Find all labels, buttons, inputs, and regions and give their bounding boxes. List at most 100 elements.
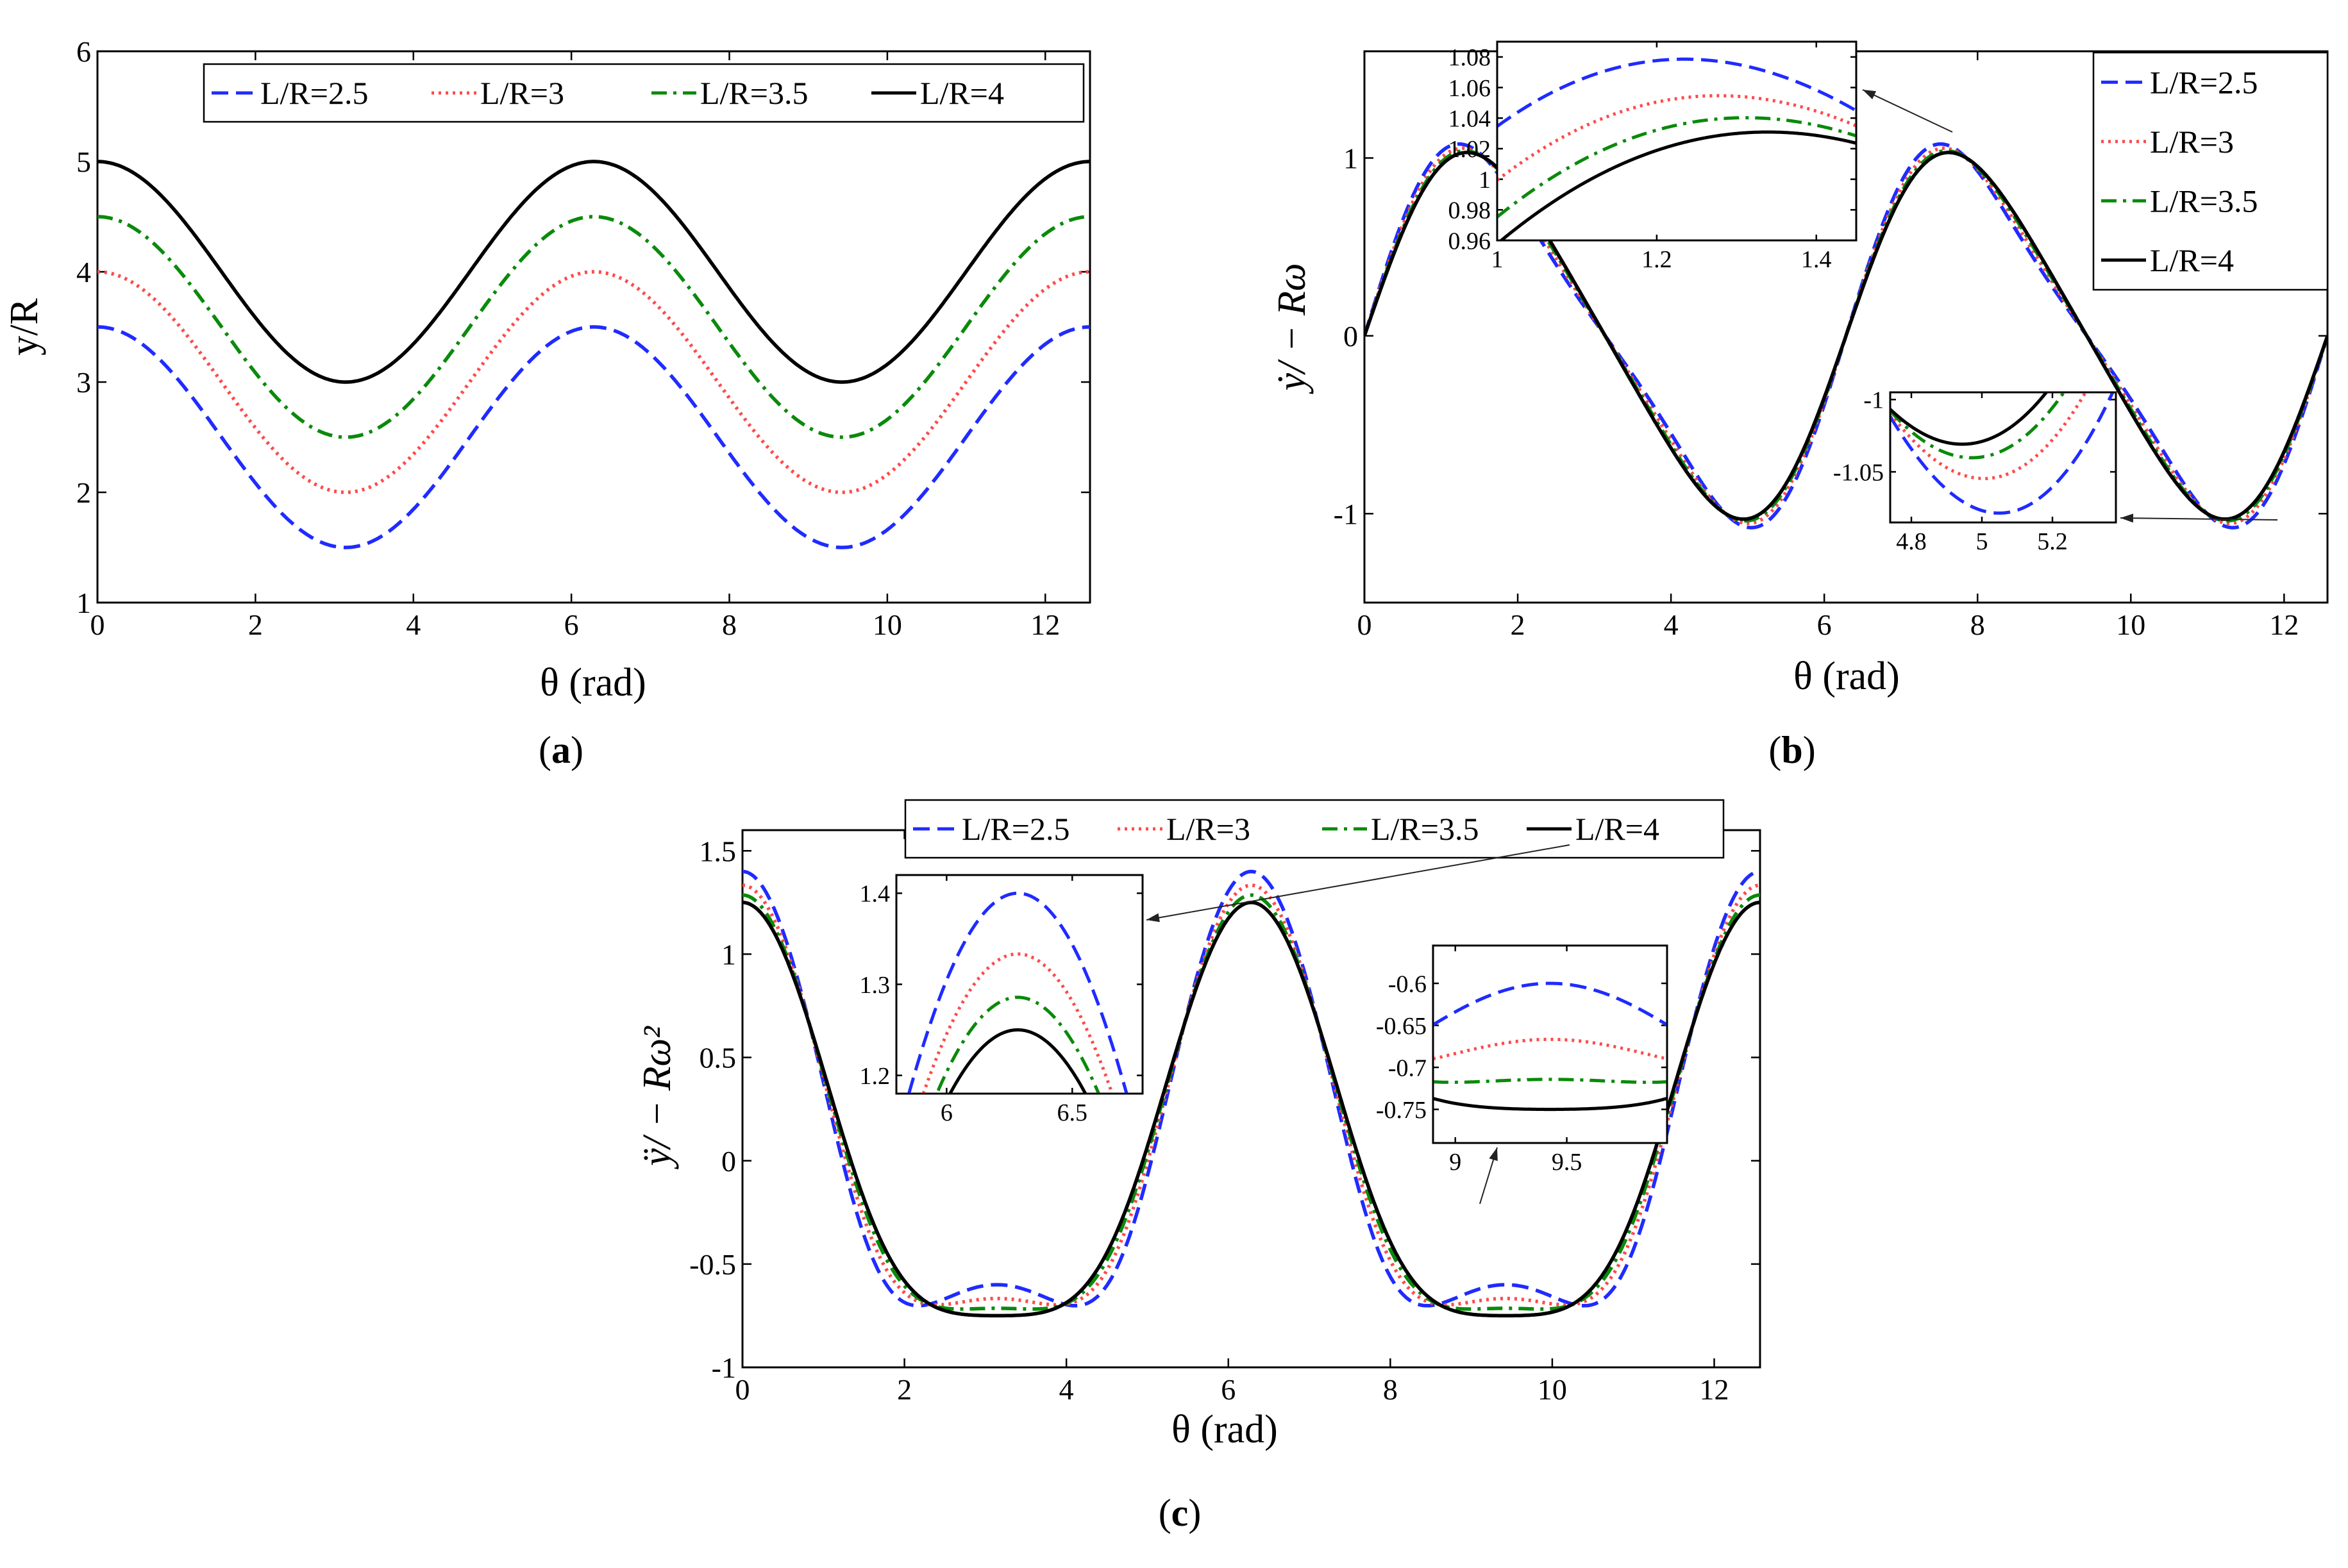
series-line-3 bbox=[1433, 1037, 1667, 1061]
chart-a-xtick-label: 12 bbox=[1030, 608, 1060, 641]
series-line-2.5 bbox=[742, 869, 1760, 1308]
inset-b-arrowhead bbox=[1863, 90, 1877, 99]
inset-c-arrowhead bbox=[1489, 1147, 1498, 1162]
series-line-3.5 bbox=[97, 215, 1090, 439]
inset-c-ytick-label: -0.75 bbox=[1376, 1097, 1427, 1124]
inset-c-xtick-label: 6.5 bbox=[1057, 1099, 1088, 1126]
chart-a-xtick-label: 10 bbox=[873, 608, 902, 641]
series-line-4 bbox=[97, 160, 1090, 384]
panel-letter: a bbox=[551, 729, 571, 771]
inset-c-xtick-label: 6 bbox=[941, 1099, 953, 1126]
chart-c: 0 2 4 6 8 10 12 -1 -0.5 0 0.5 1 1.5 L/R=2.5 L/R=3 L/R=3… bbox=[635, 799, 1761, 1534]
legend-label: L/R=4 bbox=[1575, 811, 1659, 847]
chart-c-ytick-label: 0.5 bbox=[700, 1042, 737, 1074]
series-line-3.5 bbox=[742, 893, 1760, 1311]
series-line-3 bbox=[921, 952, 1114, 1094]
chart-a-ytick-label: 2 bbox=[76, 476, 91, 509]
inset-b-series-group bbox=[1497, 57, 1856, 240]
legend-label: L/R=3.5 bbox=[1371, 811, 1479, 847]
series-line-3 bbox=[97, 270, 1090, 494]
y-axis-label: y/R bbox=[3, 298, 46, 356]
x-axis-label: θ (rad) bbox=[540, 661, 646, 705]
panel-letter: b bbox=[1781, 729, 1802, 771]
inset-b-xtick-label: 1.2 bbox=[1641, 246, 1672, 273]
panel-paren-close: ) bbox=[571, 729, 583, 771]
legend-label: L/R=3 bbox=[2150, 124, 2234, 160]
chart-b: 0 2 4 6 8 10 12 -1 0 1 L/R=2.5 L/R=3 L/R=3.5 L/R=4 θ (… bbox=[1270, 40, 2329, 771]
chart-a-xtick-label: 4 bbox=[406, 608, 421, 641]
legend-label: L/R=2.5 bbox=[962, 811, 1069, 847]
legend-label: L/R=4 bbox=[2150, 242, 2234, 278]
inset-frame bbox=[1432, 944, 1668, 1144]
chart-c-xtick-label: 6 bbox=[1221, 1373, 1236, 1406]
series-line-4 bbox=[948, 1028, 1087, 1094]
chart-b-xtick-label: 2 bbox=[1511, 608, 1525, 641]
series-line-4 bbox=[1498, 130, 1856, 240]
chart-a-ytick-label: 5 bbox=[76, 146, 91, 178]
inset-frame bbox=[1889, 391, 2117, 524]
chart-c-xtick-label: 10 bbox=[1538, 1373, 1567, 1406]
chart-c-series-group bbox=[742, 869, 1760, 1318]
legend-label: L/R=2.5 bbox=[260, 75, 368, 111]
series-line-3.5 bbox=[935, 996, 1101, 1094]
series-line-2.5 bbox=[1497, 57, 1856, 128]
chart-a-xtick-label: 0 bbox=[90, 608, 105, 641]
inset-b-xtick-label: 5 bbox=[1976, 528, 1988, 555]
inset-b-series-group bbox=[1890, 392, 2115, 515]
chart-a-ytick-label: 6 bbox=[76, 35, 91, 68]
chart-c-ytick-label: -0.5 bbox=[689, 1248, 736, 1281]
series-line-3.5 bbox=[1890, 392, 2066, 460]
chart-b-ytick-label: 0 bbox=[1343, 320, 1358, 353]
inset-c-callout-arrow bbox=[1146, 844, 1570, 921]
chart-b-ytick-label: 1 bbox=[1343, 142, 1358, 175]
inset-b-ytick-label: -1 bbox=[1863, 387, 1884, 414]
legend-label: L/R=4 bbox=[920, 75, 1004, 111]
inset-frame bbox=[895, 874, 1144, 1095]
chart-a-series-group bbox=[97, 160, 1090, 549]
chart-c-xtick-label: 4 bbox=[1059, 1373, 1074, 1406]
panel-paren-open: ( bbox=[539, 729, 551, 771]
series-line-4 bbox=[1890, 392, 2049, 446]
inset-c-series-group bbox=[1433, 981, 1667, 1112]
inset-c-ytick-label: -0.6 bbox=[1388, 971, 1427, 997]
inset-frame bbox=[1496, 40, 1857, 242]
chart-b-xtick-label: 8 bbox=[1970, 608, 1985, 641]
inset-c-axes-box bbox=[1432, 944, 1668, 1144]
inset-b-arrowhead bbox=[2120, 513, 2134, 523]
inset-b-xtick-label: 1.4 bbox=[1801, 246, 1832, 273]
inset-b-ytick-label: 1.02 bbox=[1448, 136, 1491, 163]
chart-a-xtick-label: 8 bbox=[722, 608, 737, 641]
inset-c-xtick-label: 9 bbox=[1449, 1149, 1461, 1176]
chart-b-ytick-label: -1 bbox=[1334, 497, 1358, 530]
inset-b-ytick-label: 1.06 bbox=[1448, 75, 1491, 102]
y-axis-label: ÿ/ − Rω² bbox=[635, 1026, 679, 1170]
inset-c-1: 6 6.5 1.2 1.3 1.4 bbox=[860, 844, 1570, 1126]
chart-c-xtick-label: 8 bbox=[1383, 1373, 1398, 1406]
series-line-2.5 bbox=[1433, 981, 1667, 1026]
chart-c-ytick-label: -1 bbox=[712, 1351, 736, 1384]
series-line-4 bbox=[742, 901, 1760, 1318]
inset-b-ytick-label: -1.05 bbox=[1833, 459, 1884, 486]
inset-b-ytick-label: 0.98 bbox=[1448, 197, 1491, 224]
inset-c-ytick-label: 1.2 bbox=[860, 1063, 891, 1090]
chart-a-ytick-label: 4 bbox=[76, 256, 91, 288]
chart-c-xtick-label: 0 bbox=[735, 1373, 750, 1406]
inset-b-axes-box bbox=[1496, 40, 1857, 242]
panel-paren-close: ) bbox=[1188, 1492, 1201, 1534]
panel-paren-open: ( bbox=[1159, 1492, 1171, 1534]
inset-b-ytick-label: 0.96 bbox=[1448, 228, 1491, 254]
chart-c-xtick-label: 2 bbox=[897, 1373, 912, 1406]
chart-a-xtick-label: 6 bbox=[564, 608, 579, 641]
series-line-2.5 bbox=[1890, 392, 2115, 515]
inset-b-xtick-label: 1 bbox=[1491, 246, 1504, 273]
panel-letter: c bbox=[1171, 1492, 1189, 1534]
panel-label-c: (c) bbox=[1159, 1492, 1202, 1534]
legend-box bbox=[904, 799, 1725, 859]
inset-c-axes-box bbox=[895, 874, 1144, 1095]
panel-paren-close: ) bbox=[1803, 729, 1816, 771]
legend-box bbox=[203, 63, 1085, 123]
series-line-4 bbox=[1433, 1097, 1667, 1112]
